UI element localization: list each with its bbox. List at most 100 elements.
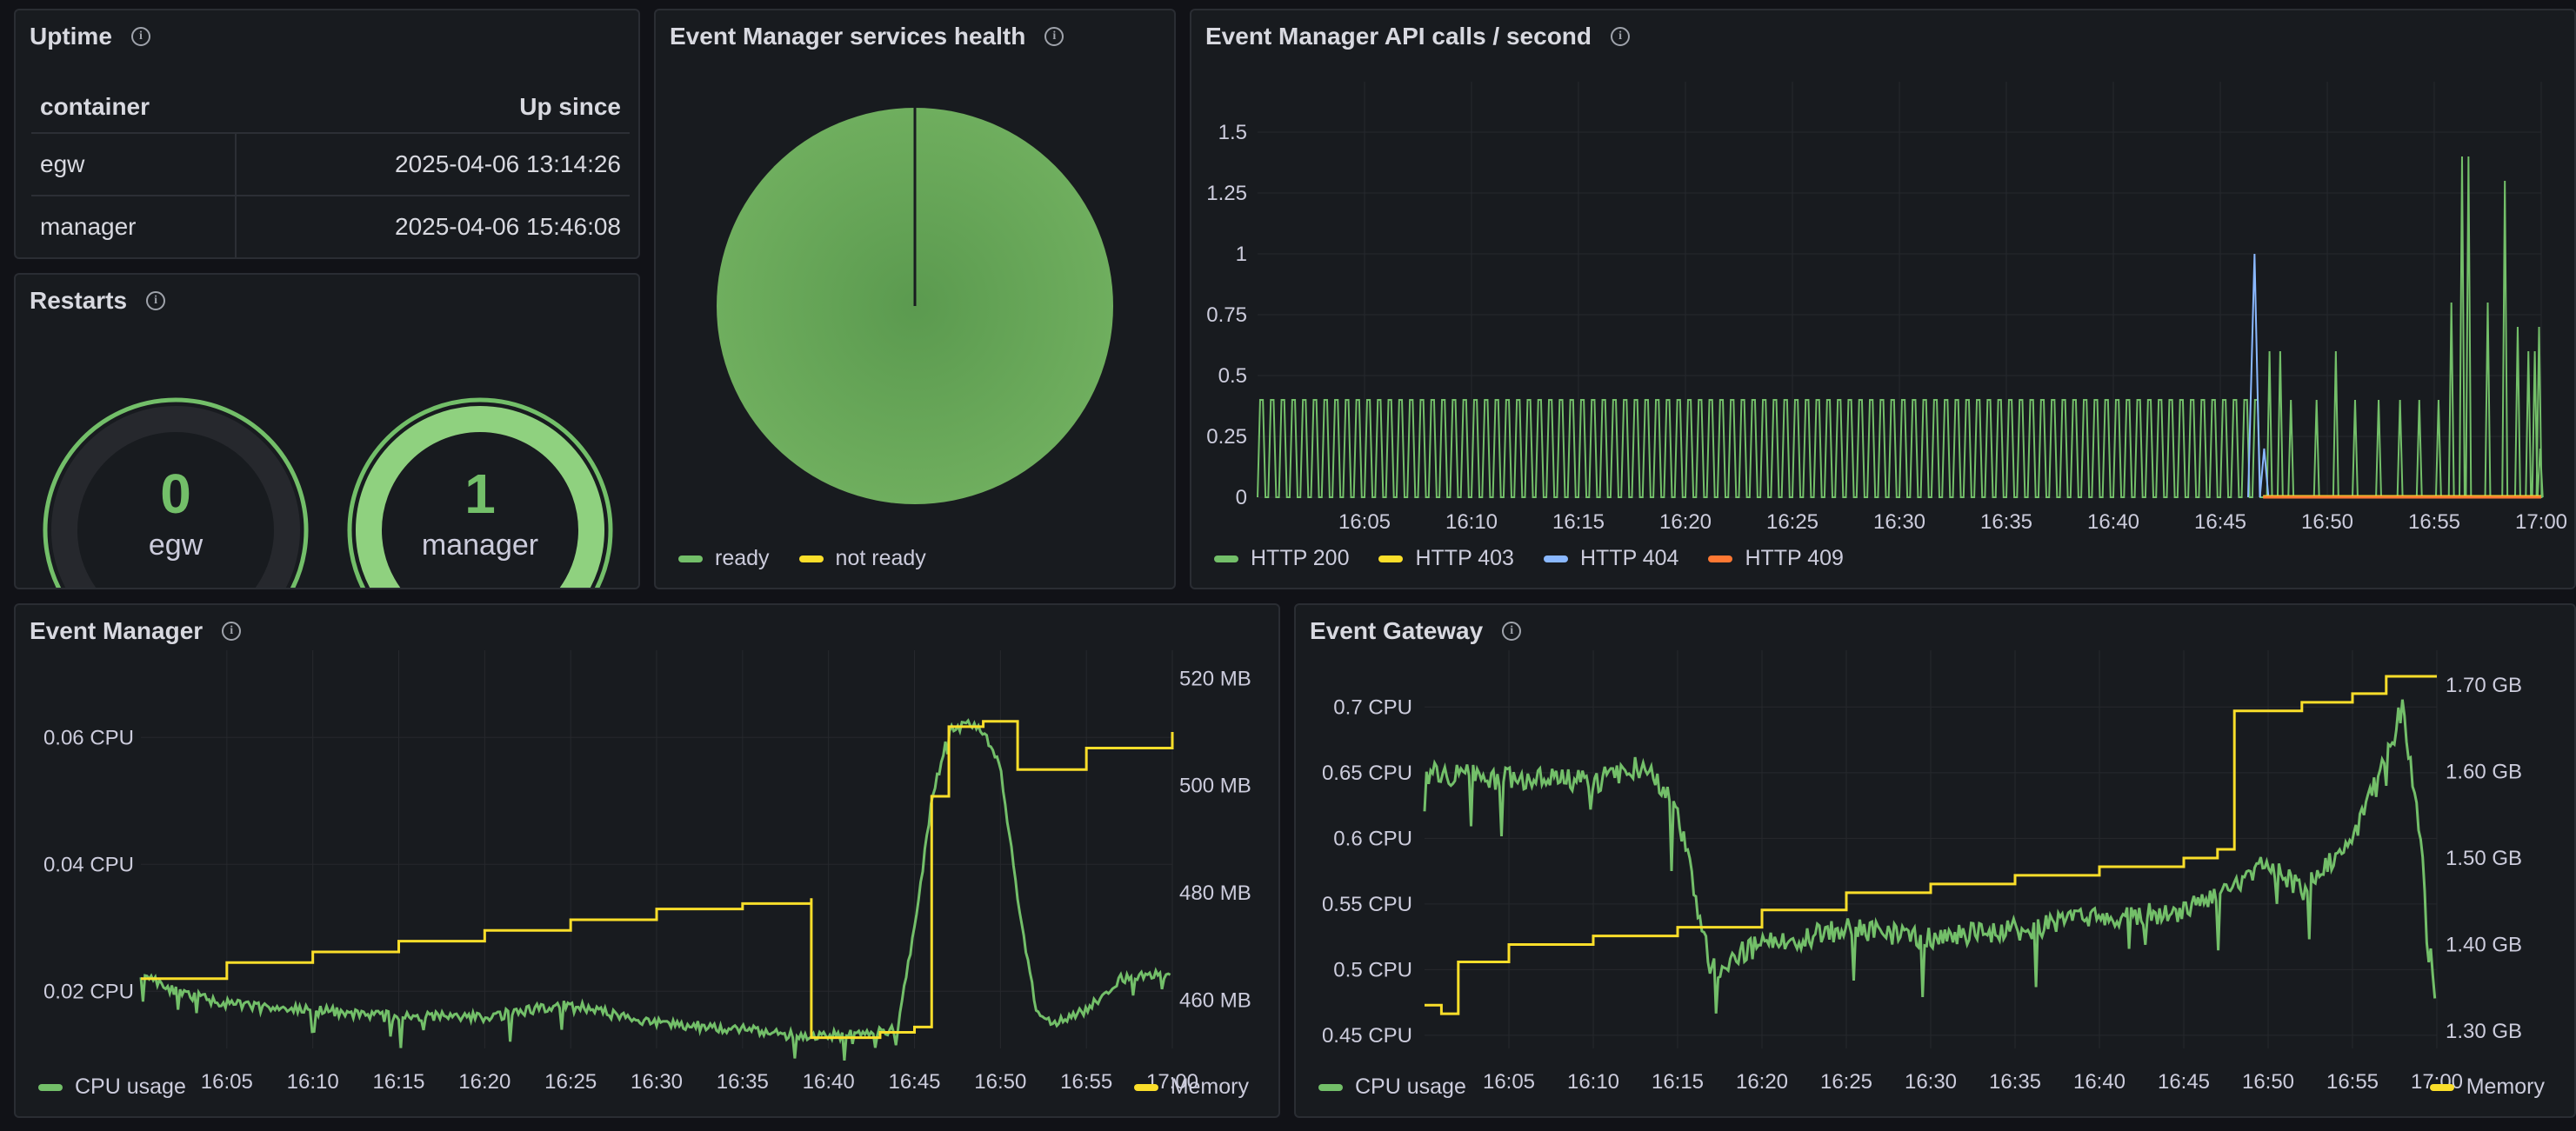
- y-right-tick-label: 460 MB: [1179, 988, 1251, 1012]
- x-tick-label: 16:55: [1060, 1070, 1112, 1094]
- x-tick-label: 17:00: [2515, 510, 2567, 534]
- api-panel-title: Event Manager API calls / second i: [1205, 23, 1631, 50]
- gateway-legend-left: CPU usage: [1318, 1074, 1466, 1100]
- series-line-cpu-usage: [139, 718, 1171, 1061]
- series-line-memory: [141, 720, 1174, 1040]
- x-tick-label: 16:55: [2408, 510, 2460, 534]
- x-tick-label: 16:15: [1552, 510, 1605, 534]
- uptime-panel-title: Uptime i: [30, 23, 150, 50]
- restarts-panel-title: Restarts i: [30, 287, 166, 315]
- y-tick-label: 0.5: [1218, 364, 1247, 388]
- info-icon[interactable]: i: [1044, 27, 1064, 46]
- y-left-tick-label: 0.65 CPU: [1322, 762, 1412, 785]
- health-panel-title: Event Manager services health i: [670, 23, 1064, 50]
- x-tick-label: 16:50: [2301, 510, 2353, 534]
- api-legend: HTTP 200 HTTP 403 HTTP 404 HTTP 409: [1214, 546, 1844, 571]
- api-calls-chart: 0 0.25 0.5 0.75 1 1.25 1.5 16:05 16:10 16:15 16:20…: [1206, 82, 2567, 534]
- legend-item-cpu-usage[interactable]: CPU usage: [38, 1074, 186, 1100]
- x-tick-label: 16:10: [287, 1070, 339, 1094]
- series-line-http-200: [1257, 156, 2544, 498]
- cell-up-since: 2025-04-06 15:46:08: [235, 196, 630, 257]
- y-right-tick-label: 500 MB: [1179, 775, 1251, 798]
- info-icon[interactable]: i: [222, 622, 242, 641]
- x-tick-label: 16:45: [2194, 510, 2246, 534]
- uptime-panel: Uptime i container Up since egw 2025-04-…: [14, 9, 640, 259]
- y-left-tick-label: 0.7 CPU: [1333, 695, 1412, 719]
- x-tick-label: 16:45: [2158, 1070, 2210, 1094]
- y-left-tick-label: 0.6 CPU: [1333, 827, 1412, 850]
- x-tick-label: 16:55: [2326, 1070, 2379, 1094]
- event-gateway-chart: 16:05 16:10 16:15 16:20 16:25 16:30 16:35 16:40…: [1322, 650, 2522, 1094]
- y-right-tick-label: 520 MB: [1179, 667, 1251, 690]
- event-manager-panel: Event Manager i 16:05 16:10 16:15 16:20 16:2…: [14, 603, 1280, 1118]
- health-pie-chart: [717, 108, 1113, 504]
- legend-item-not-ready[interactable]: not ready: [798, 546, 926, 571]
- gateway-legend-right: Memory: [2429, 1074, 2545, 1100]
- x-tick-label: 16:30: [631, 1070, 683, 1094]
- x-tick-label: 16:05: [201, 1070, 253, 1094]
- info-icon[interactable]: i: [130, 27, 150, 46]
- legend-item-http-403[interactable]: HTTP 403: [1378, 546, 1514, 571]
- gauge-manager: 1 manager: [347, 397, 613, 588]
- y-right-tick-label: 1.60 GB: [2446, 760, 2522, 783]
- x-tick-label: 16:50: [2242, 1070, 2294, 1094]
- legend-item-http-409[interactable]: HTTP 409: [1708, 546, 1844, 571]
- y-tick-label: 1.5: [1218, 121, 1247, 144]
- x-tick-label: 16:35: [1989, 1070, 2041, 1094]
- legend-item-http-404[interactable]: HTTP 404: [1543, 546, 1678, 571]
- api-calls-panel: Event Manager API calls / second i 0 0.25…: [1190, 9, 2576, 589]
- gauge-label: manager: [422, 529, 538, 562]
- gateway-panel-title: Event Gateway i: [1310, 617, 1522, 645]
- health-legend: ready not ready: [678, 546, 926, 571]
- cell-container: egw: [31, 133, 237, 196]
- x-tick-label: 16:35: [1980, 510, 2032, 534]
- manager-legend-right: Memory: [1133, 1074, 1249, 1100]
- gauge-egw: 0 egw: [43, 397, 309, 588]
- info-icon[interactable]: i: [1611, 27, 1631, 46]
- column-header-container[interactable]: container: [31, 82, 237, 134]
- manager-legend-left: CPU usage: [38, 1074, 186, 1100]
- y-right-tick-label: 1.40 GB: [2446, 934, 2522, 957]
- legend-item-memory[interactable]: Memory: [1133, 1074, 1249, 1100]
- gauge-fill: [356, 406, 604, 588]
- event-gateway-panel: Event Gateway i 16:05 16:10 16:15 16:20 16:2…: [1294, 603, 2576, 1118]
- legend-item-http-200[interactable]: HTTP 200: [1214, 546, 1349, 571]
- legend-swatch: [1214, 555, 1238, 562]
- y-tick-label: 1.25: [1206, 182, 1247, 205]
- y-right-tick-label: 1.30 GB: [2446, 1020, 2522, 1043]
- cell-up-since: 2025-04-06 13:14:26: [235, 133, 630, 196]
- x-tick-label: 16:15: [372, 1070, 424, 1094]
- legend-item-ready[interactable]: ready: [678, 546, 770, 571]
- y-tick-label: 1: [1236, 243, 1247, 266]
- info-icon[interactable]: i: [146, 291, 166, 310]
- legend-swatch: [2429, 1083, 2454, 1091]
- table-header-row: container Up since: [31, 82, 630, 134]
- legend-swatch: [798, 555, 824, 562]
- x-tick-label: 16:20: [1736, 1070, 1788, 1094]
- info-icon[interactable]: i: [1502, 622, 1522, 641]
- x-tick-label: 16:10: [1567, 1070, 1619, 1094]
- legend-item-memory[interactable]: Memory: [2429, 1074, 2545, 1100]
- health-panel: Event Manager services health i ready no…: [654, 9, 1176, 589]
- legend-item-cpu-usage[interactable]: CPU usage: [1318, 1074, 1466, 1100]
- legend-swatch: [38, 1083, 63, 1091]
- series-line-memory: [1425, 675, 2437, 1015]
- y-left-tick-label: 0.02 CPU: [43, 980, 134, 1003]
- y-right-tick-label: 480 MB: [1179, 882, 1251, 905]
- x-tick-label: 16:40: [2073, 1070, 2126, 1094]
- restarts-gauges: 0 egw 1 manager: [43, 397, 613, 588]
- x-tick-label: 16:40: [2087, 510, 2139, 534]
- manager-panel-title: Event Manager i: [30, 617, 242, 645]
- gauge-value: 0: [160, 462, 191, 525]
- legend-swatch: [1708, 555, 1733, 562]
- legend-swatch: [1378, 555, 1404, 562]
- x-tick-label: 16:45: [888, 1070, 940, 1094]
- column-header-up-since[interactable]: Up since: [236, 82, 630, 134]
- gauge-track: [51, 406, 300, 588]
- legend-swatch: [1318, 1083, 1343, 1091]
- x-tick-label: 16:35: [717, 1070, 769, 1094]
- table-row: egw 2025-04-06 13:14:26: [31, 133, 630, 196]
- x-tick-label: 16:30: [1873, 510, 1925, 534]
- x-tick-label: 16:25: [1820, 1070, 1872, 1094]
- y-tick-label: 0: [1236, 486, 1247, 509]
